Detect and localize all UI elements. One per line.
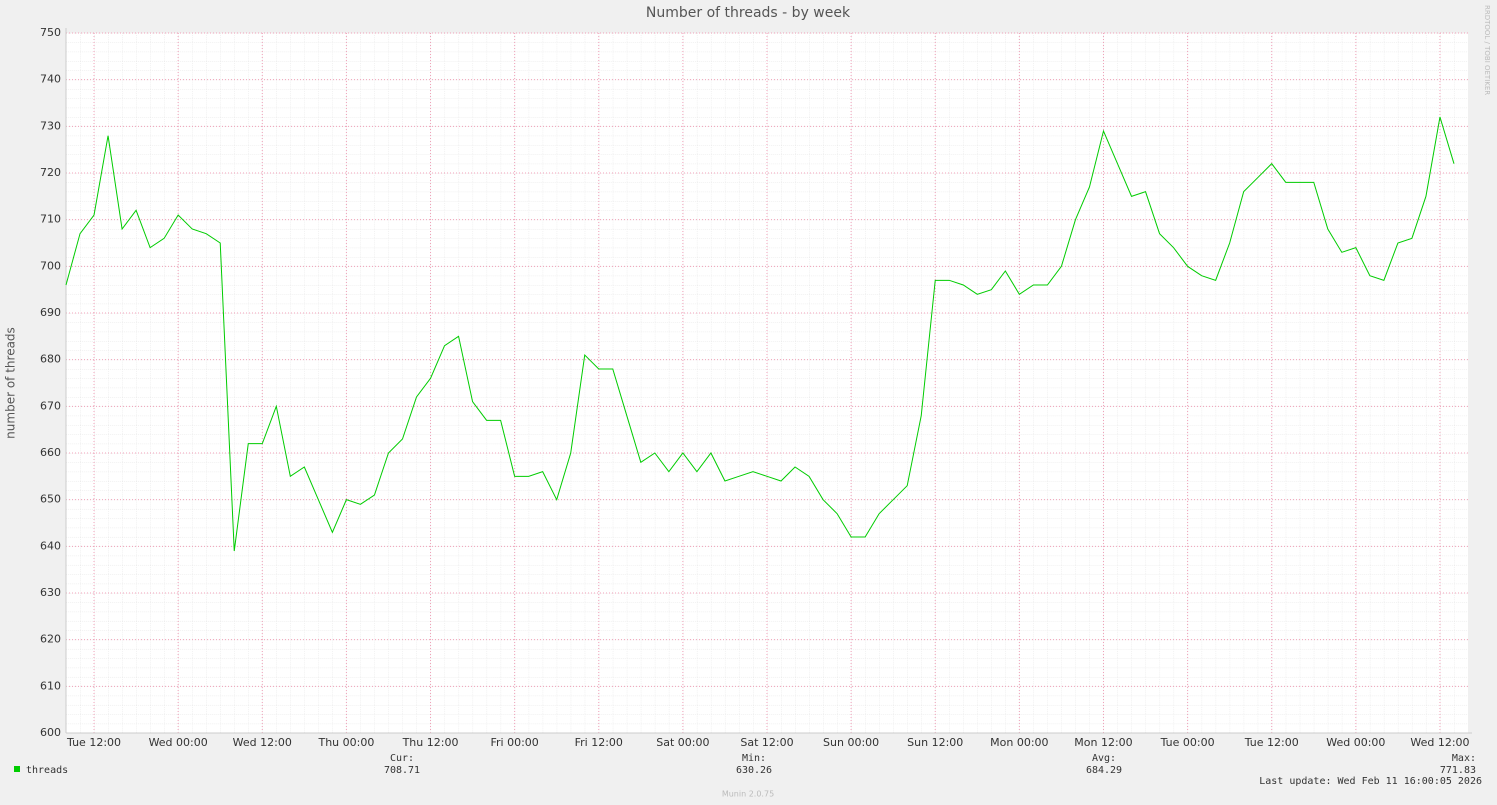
y-tick-label: 610 xyxy=(40,679,61,692)
summary-value: 630.26 xyxy=(736,765,772,776)
x-tick-label: Fri 12:00 xyxy=(575,736,623,749)
y-tick-label: 680 xyxy=(40,353,61,366)
summary-label: Max: xyxy=(1452,753,1476,764)
y-tick-label: 620 xyxy=(40,633,61,646)
x-tick-label: Mon 00:00 xyxy=(990,736,1048,749)
x-tick-label: Tue 12:00 xyxy=(1244,736,1299,749)
x-tick-label: Tue 12:00 xyxy=(66,736,121,749)
chart-title: Number of threads - by week xyxy=(646,5,851,21)
y-tick-label: 700 xyxy=(40,259,61,272)
summary-label: Avg: xyxy=(1092,753,1116,764)
y-tick-label: 730 xyxy=(40,119,61,132)
x-tick-label: Tue 00:00 xyxy=(1160,736,1215,749)
x-tick-label: Fri 00:00 xyxy=(490,736,538,749)
x-tick-label: Sat 00:00 xyxy=(656,736,709,749)
y-tick-label: 720 xyxy=(40,166,61,179)
legend-label: threads xyxy=(26,765,68,776)
y-tick-label: 710 xyxy=(40,213,61,226)
summary-label: Min: xyxy=(742,753,766,764)
y-tick-label: 690 xyxy=(40,306,61,319)
y-tick-label: 630 xyxy=(40,586,61,599)
x-tick-label: Wed 00:00 xyxy=(149,736,208,749)
y-tick-label: 740 xyxy=(40,73,61,86)
y-tick-label: 650 xyxy=(40,493,61,506)
series-line xyxy=(65,116,1455,552)
x-tick-label: Thu 00:00 xyxy=(317,736,374,749)
summary-value: 684.29 xyxy=(1086,765,1122,776)
y-tick-label: 670 xyxy=(40,399,61,412)
summary-label: Cur: xyxy=(390,753,414,764)
summary-value: 708.71 xyxy=(384,765,420,776)
footer: Munin 2.0.75 xyxy=(722,790,774,799)
x-tick-label: Wed 12:00 xyxy=(1410,736,1469,749)
y-tick-label: 660 xyxy=(40,446,61,459)
y-tick-label: 600 xyxy=(40,726,61,739)
x-tick-label: Wed 12:00 xyxy=(233,736,292,749)
x-tick-label: Mon 12:00 xyxy=(1074,736,1132,749)
legend-swatch xyxy=(14,766,20,772)
minor-grid xyxy=(66,33,1468,733)
summary-value: 771.83 xyxy=(1440,765,1476,776)
last-update: Last update: Wed Feb 11 16:00:05 2026 xyxy=(1259,776,1482,787)
x-tick-label: Sat 12:00 xyxy=(740,736,793,749)
x-tick-label: Wed 00:00 xyxy=(1326,736,1385,749)
y-tick-label: 750 xyxy=(40,26,61,39)
x-tick-label: Sun 00:00 xyxy=(823,736,879,749)
x-tick-label: Sun 12:00 xyxy=(907,736,963,749)
y-axis-label: number of threads xyxy=(4,327,18,439)
y-tick-label: 640 xyxy=(40,539,61,552)
x-tick-label: Thu 12:00 xyxy=(402,736,459,749)
side-note: RRDTOOL / TOBI OETIKER xyxy=(1483,5,1491,95)
